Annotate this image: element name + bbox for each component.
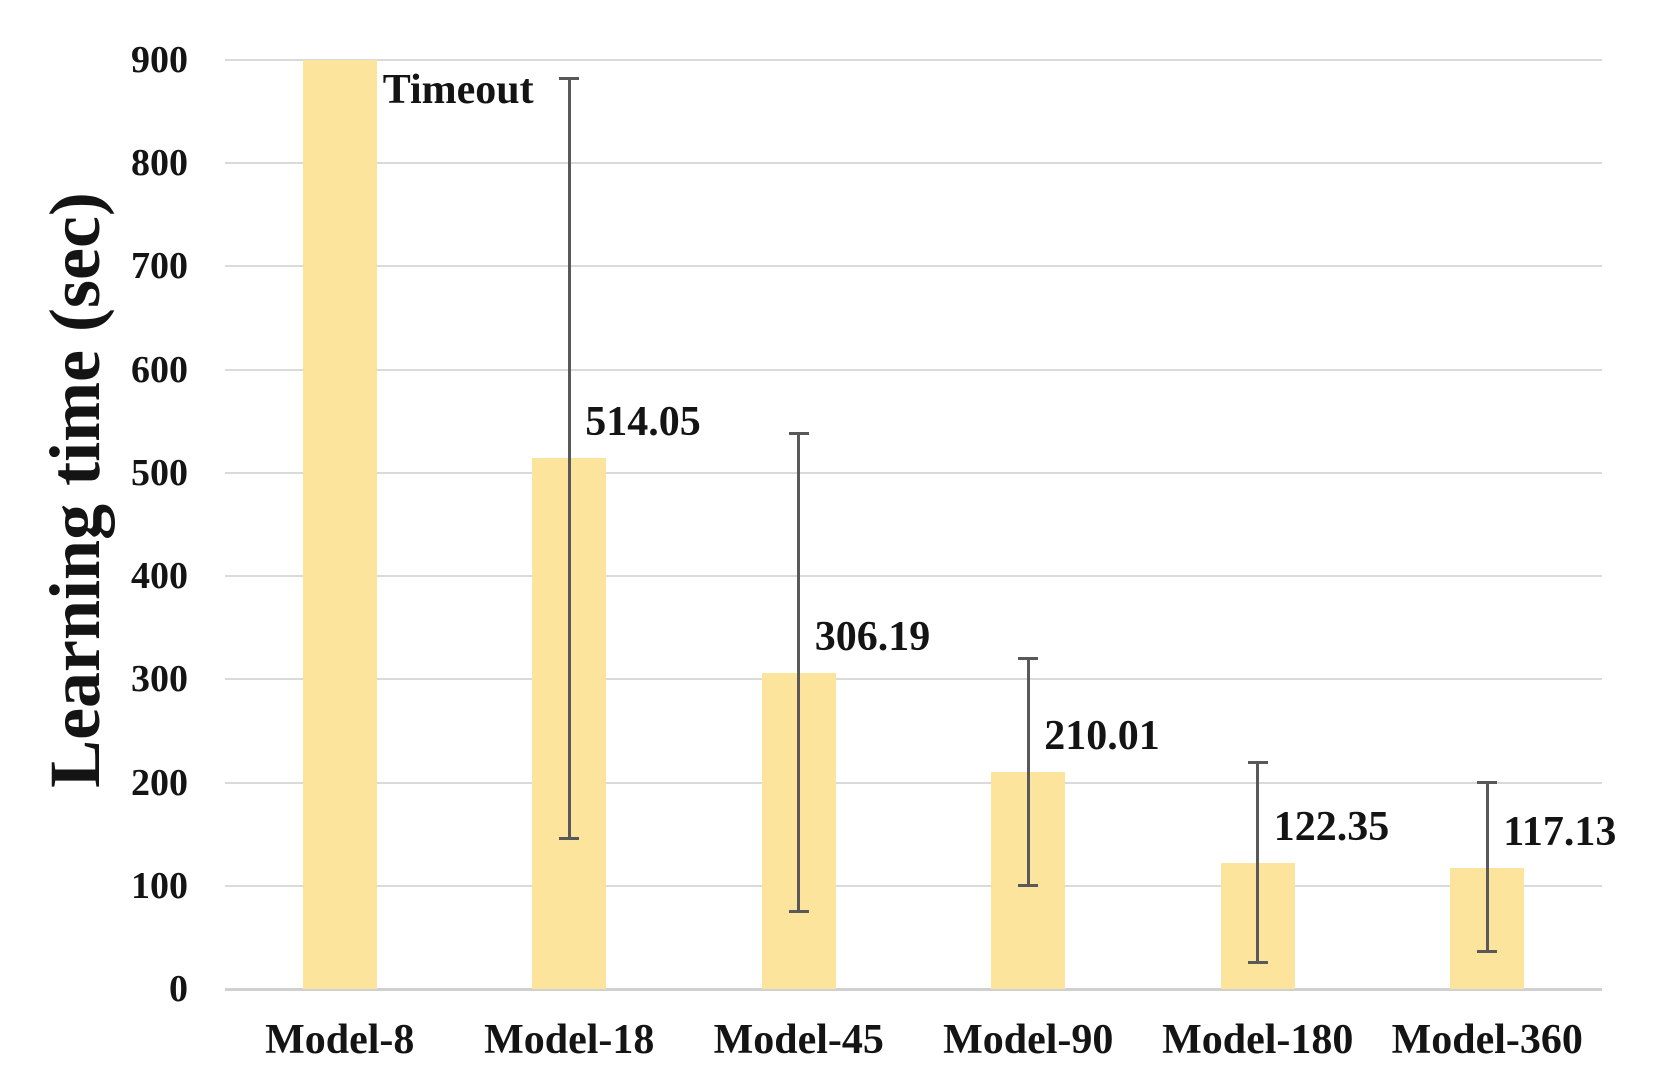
error-bar-top-cap-model-18 — [559, 77, 580, 81]
error-bar-bottom-cap-model-45 — [788, 910, 809, 914]
error-bar-bottom-cap-model-90 — [1018, 884, 1039, 888]
error-bar-model-90 — [1026, 658, 1030, 886]
x-category-label-model-360: Model-360 — [1391, 1017, 1583, 1063]
error-bar-bottom-cap-model-360 — [1477, 950, 1498, 954]
y-tick-label-100: 100 — [131, 864, 188, 907]
error-bar-model-45 — [797, 433, 801, 912]
x-category-label-model-18: Model-18 — [484, 1017, 655, 1063]
bar-model-8 — [302, 60, 377, 989]
gridline-200 — [225, 781, 1602, 784]
y-tick-label-600: 600 — [131, 348, 188, 391]
bar-value-label-model-90: 210.01 — [1044, 713, 1160, 760]
y-tick-label-700: 700 — [131, 245, 188, 288]
x-axis-line — [225, 987, 1602, 991]
y-tick-label-500: 500 — [131, 451, 188, 494]
gridline-700 — [225, 265, 1602, 268]
bar-value-label-model-360: 117.13 — [1503, 809, 1617, 856]
y-tick-label-0: 0 — [169, 968, 188, 1010]
gridline-300 — [225, 678, 1602, 681]
gridline-100 — [225, 884, 1602, 887]
bar-value-label-model-18: 514.05 — [585, 399, 701, 446]
error-bar-top-cap-model-360 — [1477, 781, 1498, 785]
gridline-900 — [225, 59, 1602, 61]
error-bar-top-cap-model-180 — [1247, 761, 1268, 765]
error-bar-model-180 — [1256, 762, 1260, 963]
gridline-500 — [225, 471, 1602, 474]
y-tick-label-400: 400 — [131, 555, 188, 598]
y-tick-label-300: 300 — [131, 658, 188, 701]
y-tick-label-900: 900 — [131, 39, 188, 81]
gridline-400 — [225, 575, 1602, 578]
x-category-label-model-180: Model-180 — [1162, 1017, 1354, 1063]
x-category-label-model-45: Model-45 — [713, 1017, 884, 1063]
error-bar-model-18 — [567, 78, 571, 839]
x-category-label-model-8: Model-8 — [265, 1017, 415, 1063]
gridline-600 — [225, 368, 1602, 371]
x-category-label-model-90: Model-90 — [943, 1017, 1114, 1063]
timeout-annotation: Timeout — [382, 67, 534, 113]
error-bar-bottom-cap-model-180 — [1247, 960, 1268, 964]
error-bar-model-360 — [1485, 782, 1489, 952]
y-tick-label-800: 800 — [131, 142, 188, 185]
error-bar-top-cap-model-90 — [1018, 657, 1039, 661]
error-bar-bottom-cap-model-18 — [559, 836, 580, 840]
y-tick-label-200: 200 — [131, 761, 188, 804]
bar-value-label-model-180: 122.35 — [1273, 803, 1390, 850]
error-bar-top-cap-model-45 — [788, 432, 809, 436]
gridline-800 — [225, 162, 1602, 165]
bar-value-label-model-45: 306.19 — [814, 613, 931, 660]
